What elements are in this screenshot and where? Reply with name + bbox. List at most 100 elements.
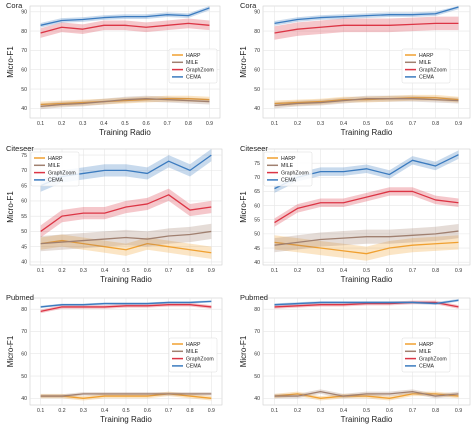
x-axis-label: Training Radio [341, 275, 393, 284]
x-tick-label: 0.8 [186, 408, 193, 414]
x-tick-label: 0.1 [271, 268, 278, 274]
x-tick-label: 0.6 [144, 268, 151, 274]
y-tick-label: 80 [21, 29, 27, 35]
x-tick-label: 0.2 [294, 268, 301, 274]
x-tick-label: 0.1 [271, 121, 278, 127]
x-tick-label: 0.7 [409, 268, 416, 274]
chart-title: Citeseer [6, 144, 34, 153]
series-line [274, 301, 459, 308]
legend-label: CEMA [419, 364, 435, 370]
x-tick-label: 0.6 [386, 408, 393, 414]
series-line [40, 304, 212, 313]
x-tick-label: 0.3 [317, 268, 324, 274]
x-tick-label: 0.9 [206, 121, 213, 127]
series-line [274, 230, 459, 246]
series-line [40, 300, 212, 308]
y-tick-label: 70 [254, 175, 260, 181]
series-line [40, 393, 212, 397]
x-tick-label: 0.6 [144, 408, 151, 414]
x-axis-label: Training Radio [99, 128, 151, 137]
y-tick-label: 75 [254, 161, 260, 167]
legend-label: MILE [281, 163, 294, 169]
y-tick-label: 60 [254, 352, 260, 358]
y-tick-label: 70 [254, 329, 260, 335]
series-line [274, 97, 459, 105]
x-tick-label: 0.8 [432, 408, 439, 414]
x-tick-label: 0.5 [121, 121, 128, 127]
y-tick-label: 55 [21, 214, 27, 220]
y-tick-label: 70 [21, 168, 27, 174]
chart-panel-3: 40 45 50 55 60 65 70 75 0.1 0.2 0.3 0.4 0.5 0.6 0.7 0.8… [6, 144, 223, 284]
chart-panel-6: 40 50 60 70 80 0.1 0.2 0.3 0.4 0.5 0.6 0.7 0.8 0.9 Pub… [239, 293, 471, 424]
x-tick-label: 0.1 [271, 408, 278, 414]
y-tick-label: 40 [21, 396, 27, 402]
y-tick-label: 40 [21, 260, 27, 266]
x-tick-label: 0.5 [122, 268, 129, 274]
x-tick-label: 0.6 [386, 121, 393, 127]
series-line [274, 22, 459, 34]
legend-label: CEMA [48, 178, 64, 184]
y-tick-label: 70 [21, 329, 27, 335]
chart-panel-5: 40 50 60 70 80 0.1 0.2 0.3 0.4 0.5 0.6 0.7 0.8 0.9 Pub… [6, 293, 223, 424]
legend-label: HARP [186, 53, 201, 59]
y-axis-label: Micro-F1 [6, 335, 15, 367]
legend-box [263, 151, 313, 187]
legend-label: HARP [281, 156, 296, 162]
legend-label: GraphZoom [419, 356, 447, 362]
legend-label: HARP [48, 156, 63, 162]
legend-label: HARP [186, 342, 201, 348]
x-tick-label: 0.3 [317, 121, 324, 127]
y-tick-label: 50 [21, 374, 27, 380]
legend-label: MILE [419, 349, 432, 355]
legend-label: GraphZoom [186, 356, 214, 362]
x-tick-label: 0.1 [37, 408, 44, 414]
legend-label: HARP [419, 53, 434, 59]
y-tick-label: 50 [254, 374, 260, 380]
series-line [274, 390, 459, 397]
x-tick-label: 0.3 [79, 121, 86, 127]
y-tick-label: 80 [254, 307, 260, 313]
x-tick-label: 0.5 [363, 121, 370, 127]
chart-panel-1: 40 50 60 70 80 90 0.1 0.2 0.3 0.4 0.5 0.6 0.7 0.8 0.9 C… [6, 1, 221, 137]
y-tick-label: 50 [21, 229, 27, 235]
confidence-band [40, 302, 212, 314]
x-tick-label: 0.7 [164, 121, 171, 127]
x-tick-label: 0.3 [317, 408, 324, 414]
confidence-band [274, 235, 459, 261]
legend-box [401, 48, 451, 84]
x-tick-label: 0.9 [455, 268, 462, 274]
x-tick-label: 0.4 [340, 121, 347, 127]
legend-label: CEMA [419, 75, 435, 81]
y-tick-label: 65 [254, 189, 260, 195]
chart-title: Pubmed [6, 293, 34, 302]
legend-label: MILE [419, 60, 432, 66]
chart-panel-2: 40 50 60 70 80 90 0.1 0.2 0.3 0.4 0.5 0.6 0.7 0.8 0.9 C… [239, 1, 471, 137]
x-tick-label: 0.2 [58, 121, 65, 127]
y-tick-label: 60 [21, 199, 27, 205]
y-tick-label: 70 [254, 48, 260, 54]
legend-label: GraphZoom [186, 67, 214, 73]
x-tick-label: 0.3 [80, 408, 87, 414]
x-axis-label: Training Radio [100, 415, 152, 424]
y-tick-label: 40 [254, 396, 260, 402]
y-axis-label: Micro-F1 [239, 191, 248, 223]
series-line [274, 299, 459, 306]
series-line [40, 98, 210, 108]
chart-panel-4: 40 45 50 55 60 65 70 75 0.1 0.2 0.3 0.4 0.5 0.6 0.7 0.8… [239, 144, 471, 284]
x-tick-label: 0.6 [143, 121, 150, 127]
y-tick-label: 40 [254, 260, 260, 266]
y-tick-label: 40 [21, 106, 27, 112]
y-tick-label: 80 [21, 307, 27, 313]
y-axis-label: Micro-F1 [239, 335, 248, 367]
legend-label: MILE [186, 349, 199, 355]
chart-title: Citeseer [240, 144, 268, 153]
y-tick-label: 50 [254, 87, 260, 93]
x-tick-label: 0.5 [363, 268, 370, 274]
legend-label: CEMA [281, 178, 297, 184]
y-tick-label: 60 [254, 203, 260, 209]
